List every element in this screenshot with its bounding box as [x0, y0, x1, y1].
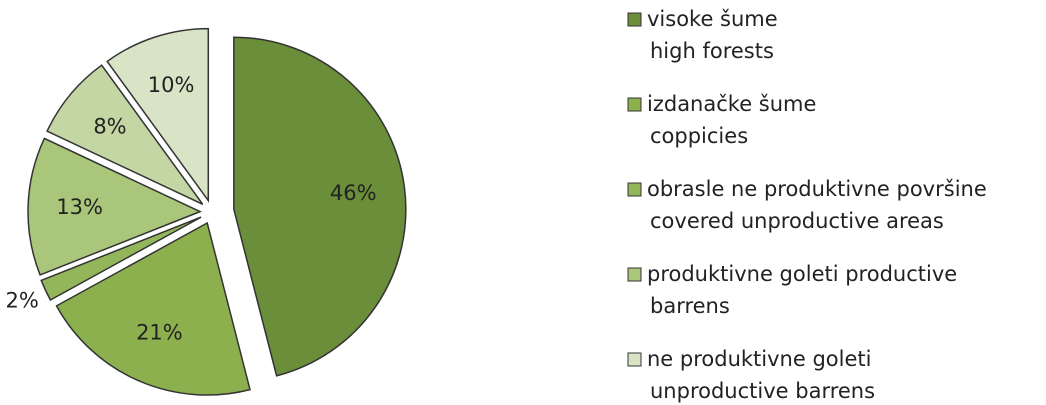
legend-label: coppicies: [650, 124, 748, 148]
pie-slice: [40, 216, 202, 301]
legend-swatch: [627, 352, 642, 367]
data-label: 2%: [6, 288, 39, 312]
legend-swatch: [627, 12, 642, 27]
legend-label: ne produktivne goleti: [647, 347, 871, 371]
pie-slice: [46, 64, 204, 206]
data-label: 10%: [148, 73, 195, 97]
pie-slice: [106, 27, 210, 203]
legend-swatch: [627, 267, 642, 282]
legend-label: izdanačke šume: [647, 92, 816, 116]
data-label: 46%: [330, 181, 377, 205]
data-label: 13%: [56, 195, 103, 219]
legend-label: barrens: [650, 294, 730, 318]
legend-swatch: [627, 182, 642, 197]
legend-label: visoke šume: [647, 7, 778, 31]
legend-label: covered unproductive areas: [650, 209, 944, 233]
pie-slice: [55, 221, 251, 396]
legend-label: obrasle ne produktivne površine: [647, 177, 987, 201]
pie-slice: [27, 137, 202, 276]
data-label: 8%: [93, 115, 126, 139]
data-label: 21%: [136, 321, 183, 345]
legend-label: high forests: [650, 39, 774, 63]
pie-slice: [233, 36, 407, 377]
legend-swatch: [627, 97, 642, 112]
legend-label: produktivne goleti productive: [647, 262, 957, 286]
legend-label: unproductive barrens: [650, 379, 875, 403]
